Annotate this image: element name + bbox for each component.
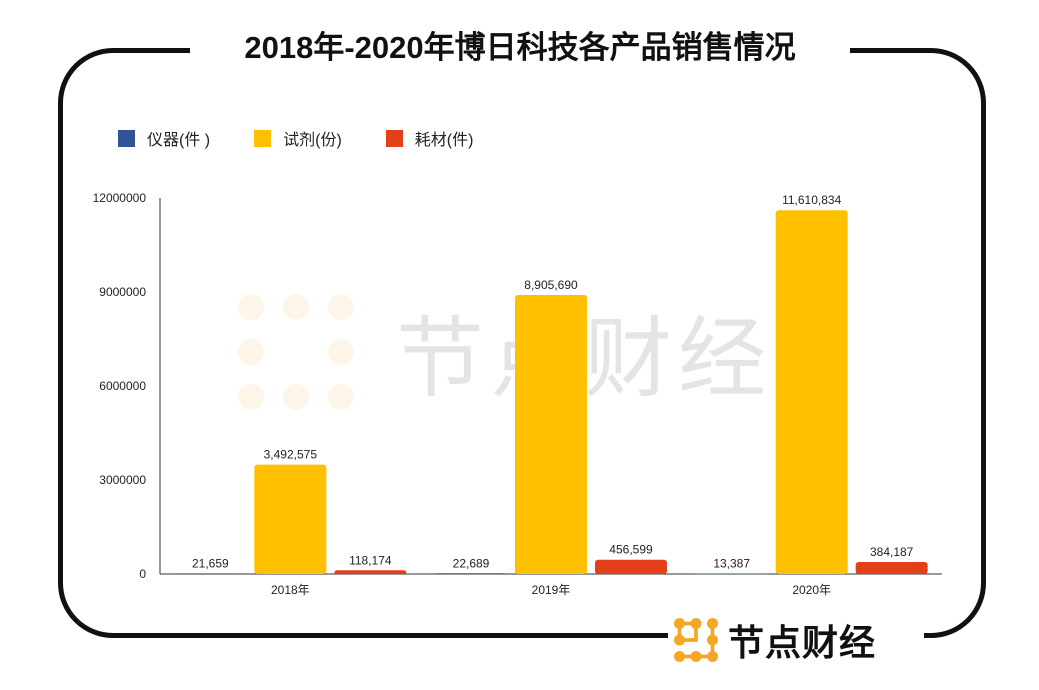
- data-label: 13,387: [713, 557, 750, 571]
- data-label: 118,174: [349, 553, 392, 567]
- legend-item: 仪器(件 ): [118, 126, 210, 150]
- data-label: 456,599: [609, 543, 653, 557]
- legend-item: 耗材(件): [385, 126, 474, 150]
- y-tick-label: 9000000: [99, 285, 146, 299]
- bar: [695, 573, 768, 575]
- data-label: 21,659: [192, 556, 229, 570]
- y-tick-label: 6000000: [99, 379, 146, 393]
- watermark-logo-icon: [238, 293, 354, 410]
- bar: [595, 559, 667, 574]
- chart-title: 2018年-2020年博日科技各产品销售情况: [190, 26, 850, 70]
- x-tick-label: 2019年: [532, 583, 571, 597]
- bar: [254, 464, 327, 574]
- bar: [435, 573, 507, 574]
- legend: 仪器(件 ) 试剂(份) 耗材(件): [118, 126, 517, 150]
- bar: [334, 570, 407, 574]
- data-label: 384,187: [870, 545, 914, 559]
- brand-logo: 节点财经: [668, 612, 924, 668]
- bar: [515, 294, 587, 574]
- data-label: 22,689: [453, 556, 490, 570]
- x-tick-label: 2018年: [271, 583, 310, 597]
- brand-name: 节点财经: [728, 622, 877, 663]
- bar: [174, 573, 247, 574]
- legend-label: 试剂(份): [283, 132, 342, 149]
- data-label: 8,905,690: [524, 278, 578, 292]
- bar: [775, 210, 848, 575]
- legend-label: 仪器(件 ): [147, 132, 211, 149]
- x-tick-label: 2020年: [792, 583, 831, 597]
- data-label: 11,610,834: [782, 193, 841, 207]
- legend-label: 耗材(件): [414, 132, 474, 149]
- y-tick-label: 12000000: [93, 191, 147, 205]
- legend-swatch: [385, 129, 403, 147]
- legend-swatch: [254, 129, 272, 147]
- legend-item: 试剂(份): [254, 126, 342, 150]
- y-tick-label: 0: [139, 567, 146, 581]
- legend-swatch: [118, 129, 135, 147]
- data-label: 3,492,575: [264, 448, 318, 462]
- y-tick-label: 3000000: [99, 473, 146, 487]
- bar: [855, 561, 928, 574]
- brand-logo-icon: [674, 618, 718, 662]
